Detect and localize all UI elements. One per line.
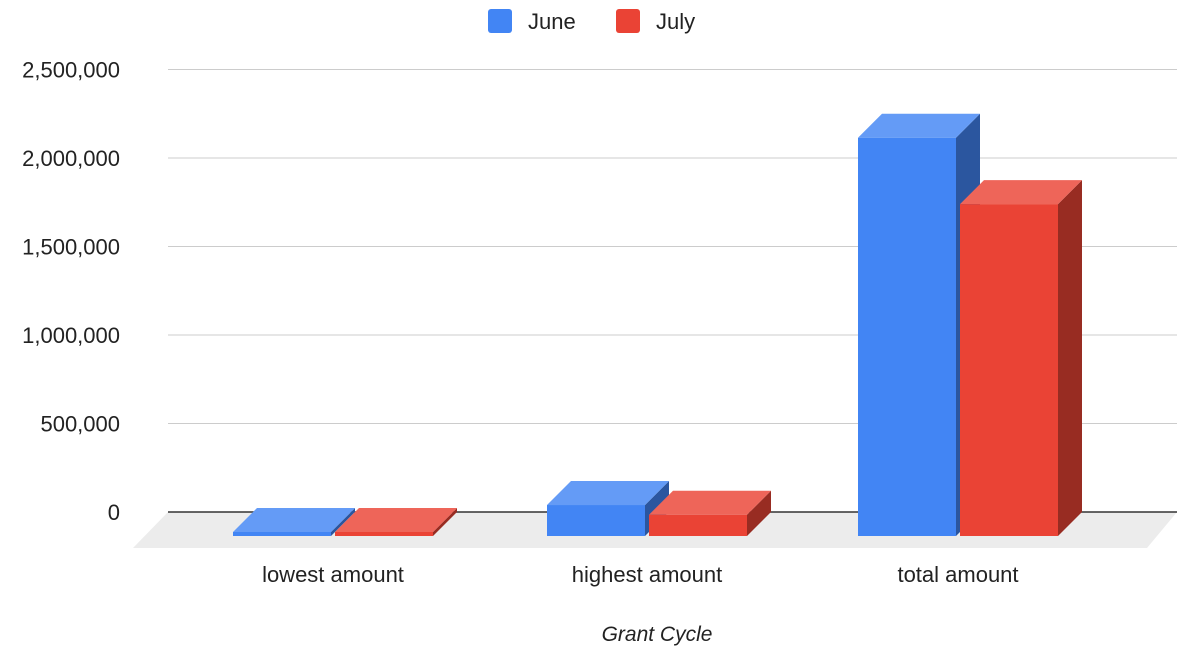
y-tick-label: 2,000,000 [22, 146, 120, 171]
bar-front-face [858, 137, 956, 536]
bar-front-face [233, 532, 331, 536]
bar-top-face [960, 180, 1082, 205]
bar-side-face [331, 508, 355, 536]
legend: June July [488, 9, 695, 34]
bar-front-face [960, 204, 1058, 536]
bar-top-face [233, 508, 355, 532]
bar-top-face [649, 490, 771, 515]
legend-label: July [656, 9, 695, 34]
legend-item: June [488, 9, 576, 34]
y-tick-label: 0 [108, 500, 120, 525]
x-category-label: total amount [897, 562, 1018, 587]
y-tick-label: 1,500,000 [22, 235, 120, 260]
legend-swatch [488, 9, 512, 33]
bar-front-face [547, 505, 645, 536]
bar [649, 490, 771, 536]
bar [960, 180, 1082, 536]
bar-top-face [335, 508, 457, 532]
legend-item: July [616, 9, 695, 34]
bar-front-face [335, 532, 433, 536]
bar-side-face [433, 508, 457, 536]
x-category-label: highest amount [572, 562, 722, 587]
x-axis-title: Grant Cycle [602, 623, 713, 646]
bar-top-face [547, 481, 669, 506]
y-tick-label: 500,000 [40, 412, 120, 437]
bar-side-face [1058, 180, 1082, 536]
legend-label: June [528, 9, 576, 34]
bar [335, 508, 457, 536]
y-tick-label: 1,000,000 [22, 323, 120, 348]
y-tick-label: 2,500,000 [22, 58, 120, 83]
bar [233, 508, 355, 536]
x-category-label: lowest amount [262, 562, 404, 587]
legend-swatch [616, 9, 640, 33]
bar-top-face [858, 113, 980, 138]
bar-side-face [747, 490, 771, 536]
bar-front-face [649, 514, 747, 536]
